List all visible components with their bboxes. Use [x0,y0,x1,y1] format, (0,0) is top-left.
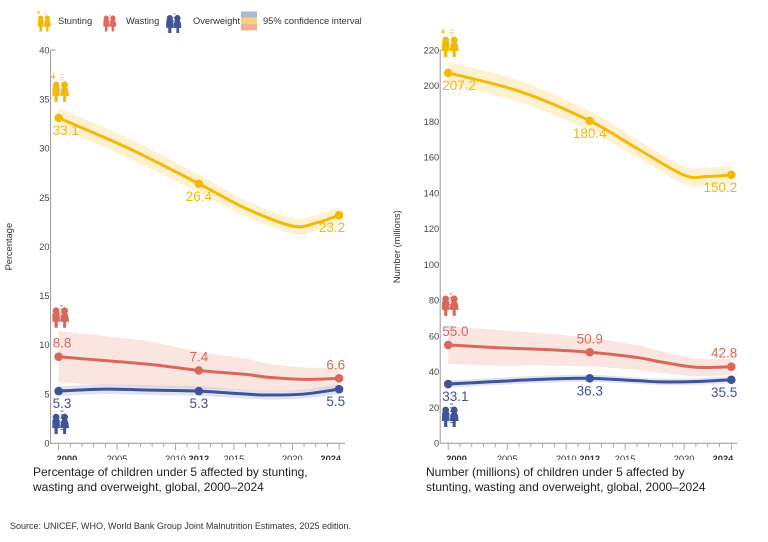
svg-text:2010: 2010 [556,454,577,460]
svg-text:2024: 2024 [713,454,735,460]
svg-text:160: 160 [424,153,440,163]
svg-text:35.5: 35.5 [711,385,737,400]
svg-text:Number (millions): Number (millions) [392,210,402,283]
svg-text:2012: 2012 [579,454,600,460]
svg-text:180: 180 [424,117,440,127]
svg-text:60: 60 [429,331,439,341]
svg-text:42.8: 42.8 [711,346,737,361]
svg-text:20: 20 [429,403,439,413]
svg-text:207.2: 207.2 [442,78,476,93]
svg-text:2000: 2000 [446,454,467,460]
svg-text:180.4: 180.4 [573,126,607,141]
svg-text:50.9: 50.9 [577,331,603,346]
svg-text:0: 0 [434,439,439,449]
svg-text:100: 100 [424,260,440,270]
svg-text:120: 120 [424,224,440,234]
svg-text:200: 200 [424,81,440,91]
svg-text:140: 140 [424,188,440,198]
svg-text:220: 220 [424,45,440,55]
svg-text:2020: 2020 [674,454,695,460]
svg-text:2005: 2005 [497,454,518,460]
svg-text:80: 80 [429,296,439,306]
svg-text:36.3: 36.3 [577,383,603,398]
svg-text:40: 40 [429,367,439,377]
svg-text:33.1: 33.1 [442,389,468,404]
svg-text:55.0: 55.0 [442,324,468,339]
svg-text:2015: 2015 [615,454,636,460]
svg-text:150.2: 150.2 [704,180,738,195]
